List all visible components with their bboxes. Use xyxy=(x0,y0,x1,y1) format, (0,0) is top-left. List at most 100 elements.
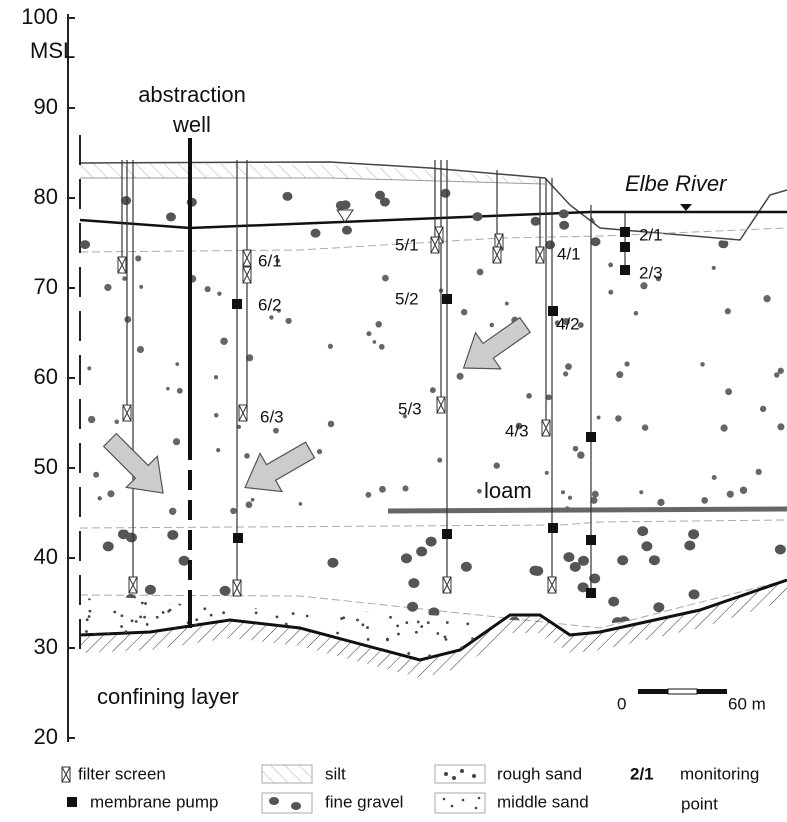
sand-grain xyxy=(724,308,731,315)
rough-sand-grain xyxy=(139,615,143,619)
sand-grain xyxy=(402,485,409,492)
sand-grain xyxy=(213,413,219,418)
gravel xyxy=(125,532,137,543)
legend-label: monitoring xyxy=(680,764,759,783)
sand-grain xyxy=(711,265,716,270)
sand-grain xyxy=(590,496,598,504)
gravel xyxy=(416,546,428,557)
monitoring-point-label: 5/2 xyxy=(395,289,419,308)
sand-grain xyxy=(277,309,281,313)
gravel xyxy=(341,225,352,235)
legend-label: silt xyxy=(325,764,346,783)
sand-grain xyxy=(759,405,767,413)
layer-boundary xyxy=(79,519,787,529)
sand-grain xyxy=(87,415,96,424)
silt-base xyxy=(80,177,546,185)
rough-sand-grain xyxy=(140,601,144,605)
sand-grain xyxy=(565,363,572,370)
gravel xyxy=(563,552,575,563)
rough-sand-grain xyxy=(396,624,400,628)
membrane-pump xyxy=(620,265,630,275)
rough-sand-grain xyxy=(305,614,309,618)
monitoring-point-label: 2/3 xyxy=(639,263,663,282)
gravel xyxy=(589,573,601,584)
gravel xyxy=(688,589,700,600)
rough-sand-grain xyxy=(144,602,147,605)
gravel xyxy=(774,544,786,555)
river-label: Elbe River xyxy=(625,171,728,196)
monitoring-point-label: 6/3 xyxy=(260,407,284,426)
legend-label: middle sand xyxy=(497,792,589,811)
gravel xyxy=(440,188,451,198)
flow-arrow xyxy=(244,441,316,493)
legend-rough-sand-icon xyxy=(434,764,486,784)
rough-sand-grain xyxy=(420,625,424,628)
sand-grain xyxy=(577,451,585,459)
wells: 6/1 6/2 6/3 5/1 5/2 5/3 4/1 4/2 4/3 2/1 2/3 xyxy=(102,138,663,628)
sand-grain xyxy=(87,366,92,371)
rough-sand-grain xyxy=(134,620,138,623)
scale-segment xyxy=(667,688,698,695)
sand-grain xyxy=(245,501,253,509)
filter-screen xyxy=(442,576,452,594)
gravel xyxy=(167,529,179,540)
monitoring-point-label: 5/1 xyxy=(395,235,419,254)
rough-sand-grain xyxy=(397,632,400,636)
rough-sand-grain xyxy=(366,637,370,641)
membrane-pump xyxy=(442,294,452,304)
sand-grain xyxy=(777,423,785,431)
legend-gravel-icon xyxy=(261,792,313,814)
rough-sand-grain xyxy=(87,615,91,618)
sand-grain xyxy=(633,311,639,316)
gravel xyxy=(641,541,653,552)
sand-grain xyxy=(327,420,335,428)
sand-grain xyxy=(504,301,509,306)
sand-grain xyxy=(657,498,665,507)
membrane-pump xyxy=(586,588,596,598)
gravel xyxy=(529,565,541,576)
gravel xyxy=(608,596,620,607)
sand-grain xyxy=(250,497,255,502)
membrane-pump xyxy=(586,535,596,545)
sand-grain xyxy=(139,284,144,289)
sand-grain xyxy=(773,372,780,378)
rough-sand-grain xyxy=(443,635,447,639)
gravel xyxy=(590,237,601,247)
gravel xyxy=(80,240,91,250)
monitoring-point-label: 6/2 xyxy=(258,295,282,314)
rough-sand-grain xyxy=(407,652,411,655)
sand-grain xyxy=(456,372,464,380)
legend-label: fine gravel xyxy=(325,792,403,811)
rough-sand-grain xyxy=(356,618,359,622)
sand-grain xyxy=(365,491,372,498)
gravel xyxy=(407,601,419,612)
sand-grain xyxy=(275,258,281,264)
monitoring-point-label: 2/1 xyxy=(639,225,663,244)
rough-sand-grain xyxy=(416,620,420,624)
gravel xyxy=(648,555,660,566)
sand-grain xyxy=(596,415,601,420)
sand-grain xyxy=(608,262,614,268)
legend-label: filter screen xyxy=(78,764,166,783)
rough-sand-grain xyxy=(445,621,449,624)
filter-screen xyxy=(242,249,252,267)
sand-grain xyxy=(213,375,219,380)
legend-filter-icon xyxy=(61,766,71,783)
gravel xyxy=(559,220,570,230)
filter-screen xyxy=(122,404,132,422)
sand-grain xyxy=(135,255,142,262)
sand-grain xyxy=(700,362,705,367)
sand-grain xyxy=(176,387,183,394)
gravel xyxy=(400,553,412,564)
sand-grain xyxy=(107,490,115,498)
rough-sand-grain xyxy=(385,637,389,641)
loam-layer xyxy=(387,506,787,514)
filter-screen xyxy=(238,404,248,422)
y-tick-label: 20 xyxy=(34,724,58,749)
filter-screen xyxy=(541,419,551,437)
rough-sand-grain xyxy=(428,654,432,658)
gravel xyxy=(219,585,231,596)
gravel xyxy=(335,200,346,210)
sand-grain xyxy=(298,502,303,506)
